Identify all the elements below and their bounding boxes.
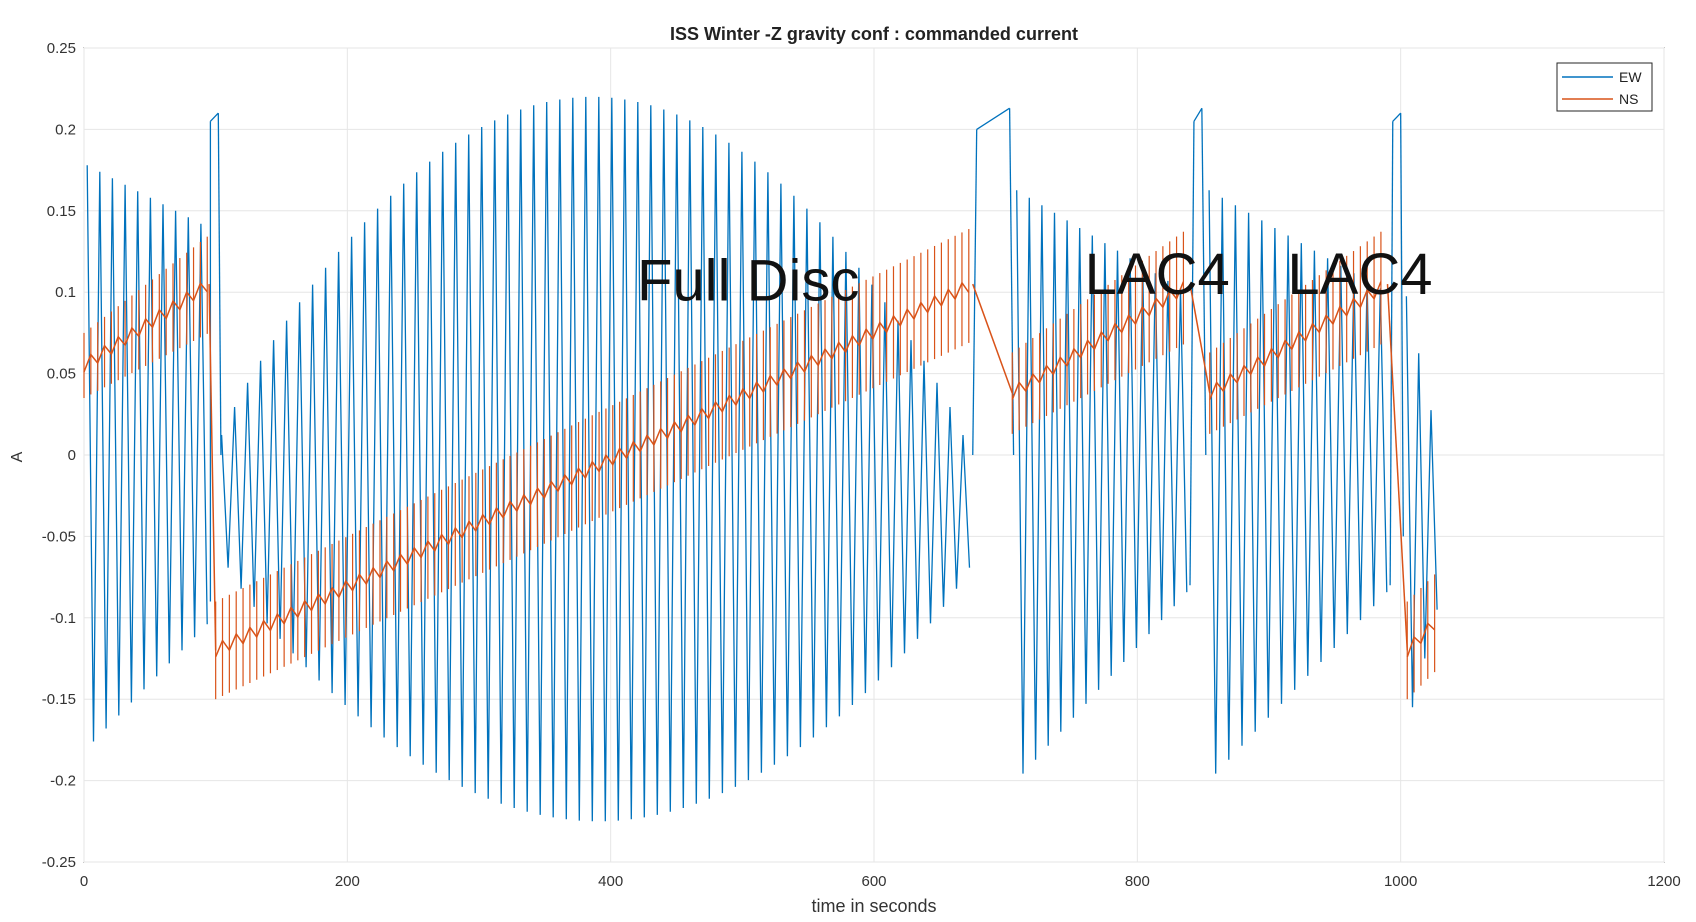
y-tick-label: 0.05 <box>47 366 76 383</box>
series-ns-line <box>1209 281 1382 400</box>
series-ew-line <box>1201 108 1207 456</box>
series-ns-line <box>972 283 1013 394</box>
x-tick-label: 400 <box>598 873 623 890</box>
legend: EW NS <box>1556 62 1653 112</box>
y-tick-label: 0 <box>68 447 76 464</box>
annotation-label: LAC4 <box>1287 242 1432 307</box>
series-ns-line <box>208 284 217 651</box>
x-tick-label: 1000 <box>1384 873 1417 890</box>
legend-label-ew: EW <box>1619 69 1642 85</box>
series-ew-line <box>1392 112 1402 122</box>
y-tick-label: -0.25 <box>42 854 76 871</box>
annotation-label: LAC4 <box>1085 242 1230 307</box>
series-ew-line <box>1189 121 1195 586</box>
y-tick-label: -0.2 <box>50 773 76 790</box>
y-tick-label: -0.1 <box>50 610 76 627</box>
x-tick-label: 200 <box>335 873 360 890</box>
series-ew-line <box>1208 190 1388 774</box>
x-tick-label: 0 <box>80 873 88 890</box>
series-ew-line <box>1016 190 1188 774</box>
series-ns-line <box>1011 281 1185 400</box>
series-ew-line <box>1193 107 1203 122</box>
x-axis-ticks: 0 200 400 600 800 1000 1200 <box>80 873 1681 890</box>
series-ew-line <box>976 107 1010 130</box>
annotations: Full Disc LAC4 LAC4 <box>637 242 1433 314</box>
y-tick-label: 0.1 <box>55 284 76 301</box>
x-axis-label: time in seconds <box>811 896 936 916</box>
series-ns-line <box>1386 284 1408 651</box>
legend-box <box>1556 62 1653 112</box>
series-ns-line <box>1189 283 1211 394</box>
y-axis-ticks: 0.25 0.2 0.15 0.1 0.05 0 -0.05 -0.1 -0.15 -0.2 -0.… <box>42 40 76 871</box>
x-tick-label: 800 <box>1125 873 1150 890</box>
y-tick-label: 0.15 <box>47 203 76 220</box>
y-tick-label: -0.15 <box>42 691 76 708</box>
series-ew-line <box>209 112 219 122</box>
legend-label-ns: NS <box>1619 91 1638 107</box>
y-tick-label: -0.05 <box>42 528 76 545</box>
series-layer <box>83 96 1438 822</box>
y-axis-label: A <box>9 451 26 462</box>
annotation-label: Full Disc <box>637 248 859 313</box>
series-ew-line <box>972 129 978 456</box>
y-tick-label: 0.2 <box>55 121 76 138</box>
x-tick-label: 600 <box>861 873 886 890</box>
series-ew-line <box>1405 296 1438 708</box>
series-ew-line <box>217 113 222 456</box>
x-tick-label: 1200 <box>1647 873 1680 890</box>
series-ew-line <box>1400 113 1404 537</box>
y-tick-label: 0.25 <box>47 40 76 57</box>
chart-title: ISS Winter -Z gravity conf : commanded c… <box>670 24 1078 44</box>
